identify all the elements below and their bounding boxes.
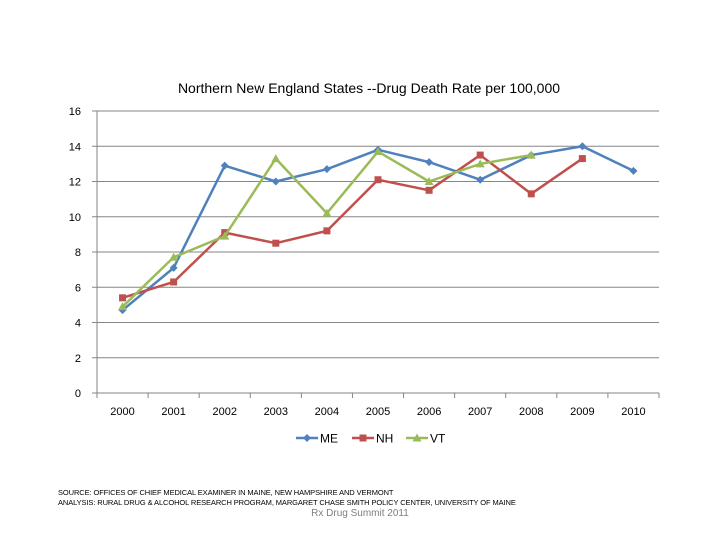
y-tick-label: 16 bbox=[69, 106, 81, 118]
y-tick-label: 12 bbox=[69, 177, 81, 189]
y-tick-label: 10 bbox=[69, 212, 81, 224]
x-tick-label-2010: 2010 bbox=[621, 406, 645, 418]
legend-item-me: ME bbox=[296, 432, 338, 446]
series-vt bbox=[118, 147, 536, 311]
data-point-me-2002 bbox=[220, 161, 229, 170]
x-tick-label-2005: 2005 bbox=[366, 406, 390, 418]
y-tick-label: 8 bbox=[75, 247, 81, 259]
data-point-vt-2007 bbox=[475, 159, 485, 168]
x-tick-label-2007: 2007 bbox=[468, 406, 492, 418]
y-tick-label: 2 bbox=[75, 353, 81, 365]
legend-label: ME bbox=[320, 432, 338, 446]
series-nh bbox=[119, 151, 586, 302]
legend-marker bbox=[359, 434, 367, 442]
data-point-nh-2005 bbox=[374, 176, 382, 184]
y-tick-label: 6 bbox=[75, 282, 81, 294]
data-point-vt-2000 bbox=[118, 302, 128, 311]
data-point-vt-2005 bbox=[373, 147, 383, 156]
series-me bbox=[118, 142, 638, 315]
data-point-me-2010 bbox=[629, 166, 638, 175]
x-tick-label-2006: 2006 bbox=[417, 406, 441, 418]
legend: ME NH VT bbox=[296, 432, 446, 446]
data-point-me-2004 bbox=[322, 165, 331, 174]
data-point-vt-2003 bbox=[271, 154, 281, 163]
data-point-nh-2006 bbox=[425, 186, 433, 194]
data-point-nh-2001 bbox=[170, 278, 178, 286]
legend-item-vt: VT bbox=[406, 432, 446, 446]
legend-item-nh: NH bbox=[352, 432, 393, 446]
data-point-vt-2008 bbox=[526, 150, 536, 159]
data-point-vt-2006 bbox=[424, 177, 434, 185]
x-tick-label-2004: 2004 bbox=[315, 406, 339, 418]
legend-marker bbox=[412, 433, 422, 442]
y-tick-label: 0 bbox=[75, 388, 81, 400]
data-point-nh-2007 bbox=[476, 151, 484, 159]
x-tick-label-2001: 2001 bbox=[161, 406, 185, 418]
data-point-vt-2002 bbox=[220, 231, 230, 240]
legend-label: VT bbox=[430, 432, 446, 446]
data-point-me-2007 bbox=[476, 175, 485, 184]
footer-caption: Rx Drug Summit 2011 bbox=[311, 508, 409, 519]
y-tick-label: 14 bbox=[69, 141, 81, 153]
data-point-nh-2003 bbox=[272, 239, 280, 247]
x-tick-label-2002: 2002 bbox=[212, 406, 236, 418]
y-tick-label: 4 bbox=[75, 318, 81, 330]
data-point-nh-2000 bbox=[119, 294, 127, 302]
series-line-me bbox=[121, 145, 634, 312]
data-point-vt-2004 bbox=[322, 208, 332, 217]
chart-title: Northern New England States --Drug Death… bbox=[178, 80, 560, 96]
source-note: SOURCE: OFFICES OF CHIEF MEDICAL EXAMINE… bbox=[58, 488, 394, 497]
series-lines bbox=[118, 142, 638, 315]
data-point-me-2009 bbox=[578, 142, 587, 151]
series-line-nh bbox=[122, 153, 584, 300]
data-point-nh-2004 bbox=[323, 227, 331, 235]
legend-label: NH bbox=[376, 432, 393, 446]
x-tick-label-2000: 2000 bbox=[110, 406, 134, 418]
data-point-nh-2008 bbox=[527, 190, 535, 198]
data-point-me-2003 bbox=[271, 177, 280, 186]
x-tick-label-2003: 2003 bbox=[264, 406, 288, 418]
analysis-note: ANALYSIS: RURAL DRUG & ALCOHOL RESEARCH … bbox=[58, 498, 516, 507]
axes: 0 2 4 6 8 10 12 14 16 2000 2001 2002 2003 2004 2005 200… bbox=[69, 106, 660, 418]
data-point-vt-2001 bbox=[169, 252, 179, 261]
data-point-me-2001 bbox=[169, 263, 178, 272]
x-tick-label-2009: 2009 bbox=[570, 406, 594, 418]
x-tick-label-2008: 2008 bbox=[519, 406, 543, 418]
legend-marker bbox=[303, 434, 311, 442]
data-point-nh-2009 bbox=[578, 155, 586, 163]
data-point-me-2006 bbox=[425, 158, 434, 167]
